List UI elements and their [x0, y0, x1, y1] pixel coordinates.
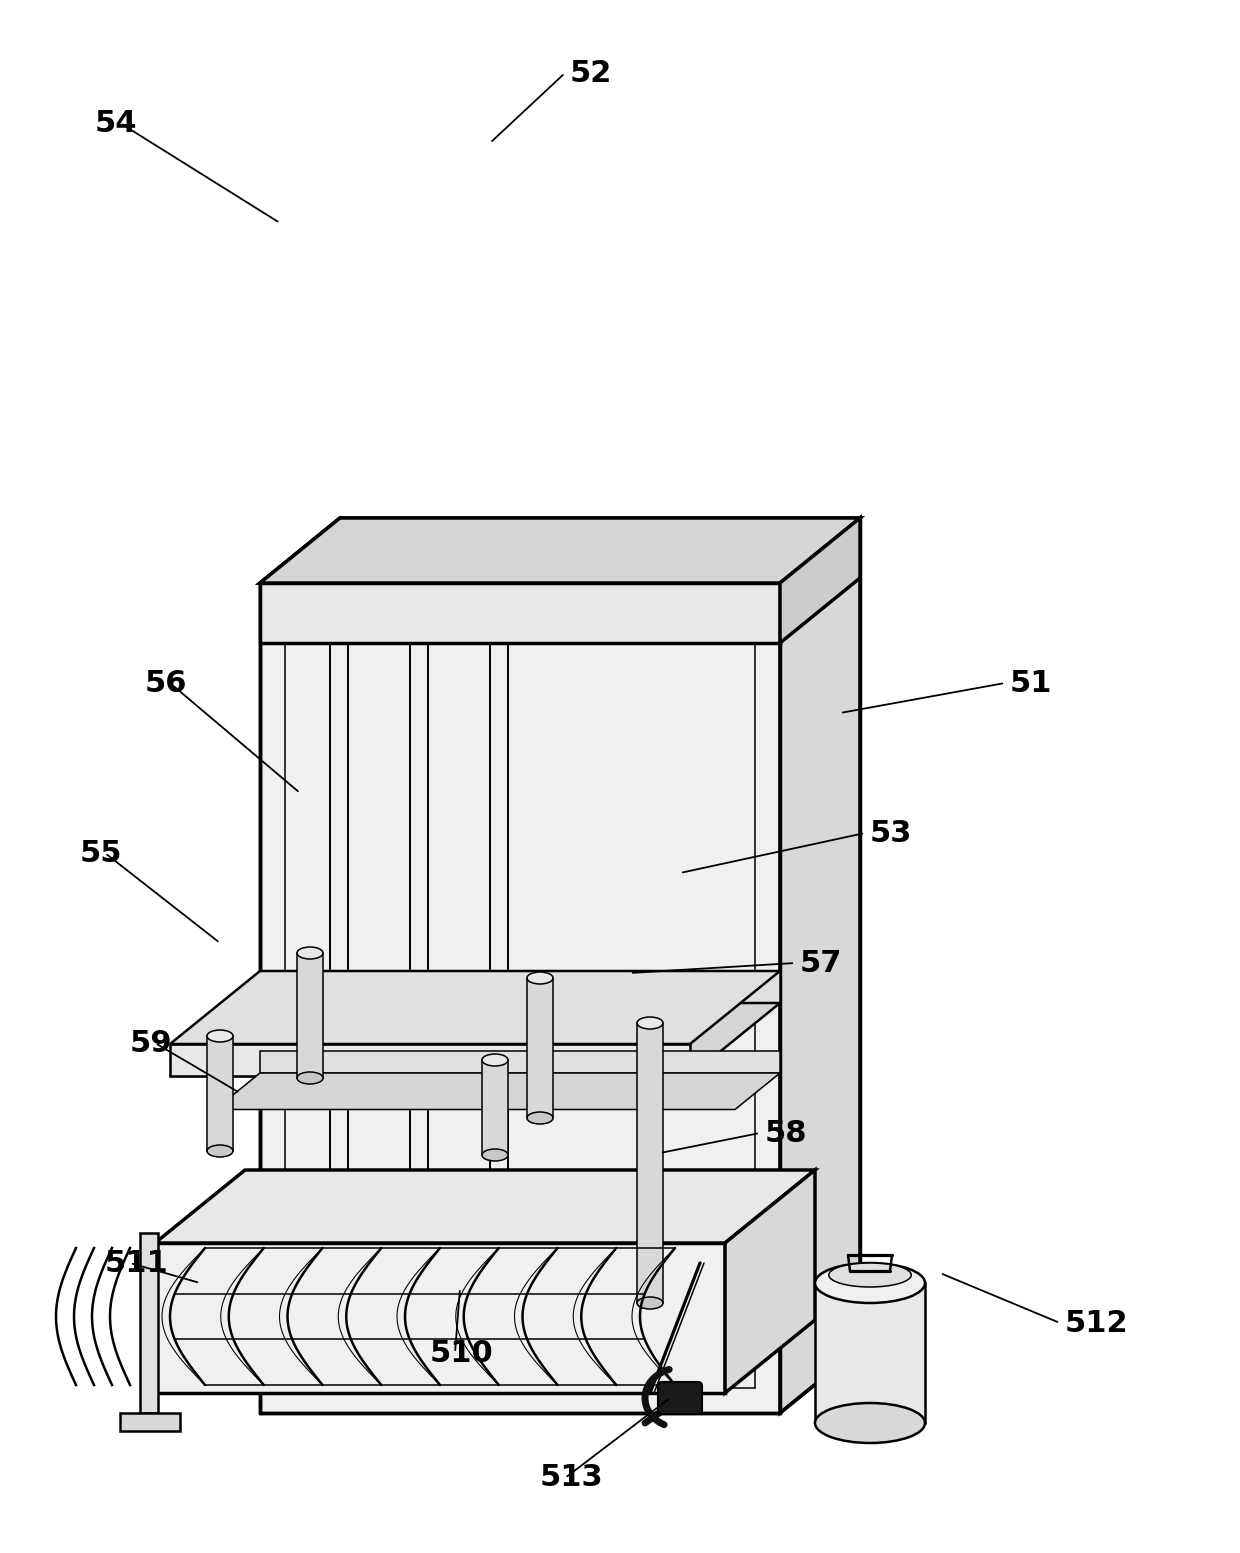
Polygon shape [120, 1413, 180, 1430]
Ellipse shape [637, 1297, 663, 1309]
Polygon shape [260, 582, 780, 643]
Polygon shape [170, 1003, 780, 1076]
Ellipse shape [207, 1145, 233, 1157]
Ellipse shape [298, 1072, 322, 1084]
Polygon shape [780, 519, 861, 1413]
Polygon shape [260, 582, 780, 1413]
Polygon shape [725, 1169, 815, 1393]
Text: 512: 512 [1065, 1309, 1128, 1337]
Polygon shape [170, 1044, 689, 1076]
Text: 56: 56 [145, 668, 187, 697]
Text: 58: 58 [765, 1118, 807, 1148]
Ellipse shape [482, 1054, 508, 1065]
Ellipse shape [828, 1263, 911, 1287]
Polygon shape [527, 978, 553, 1118]
Polygon shape [170, 971, 780, 1044]
Polygon shape [298, 954, 322, 1078]
Ellipse shape [482, 1149, 508, 1162]
Polygon shape [260, 1050, 780, 1073]
Ellipse shape [207, 1030, 233, 1042]
Text: 53: 53 [870, 818, 913, 848]
Polygon shape [780, 519, 861, 643]
Ellipse shape [815, 1402, 925, 1443]
Polygon shape [260, 971, 780, 1003]
Text: 51: 51 [1011, 668, 1053, 697]
Ellipse shape [527, 972, 553, 985]
Ellipse shape [527, 1112, 553, 1124]
Polygon shape [260, 519, 861, 582]
Polygon shape [260, 519, 861, 582]
Ellipse shape [298, 947, 322, 960]
FancyBboxPatch shape [658, 1382, 702, 1413]
Text: 55: 55 [81, 839, 123, 868]
Polygon shape [637, 1023, 663, 1303]
Text: 511: 511 [105, 1249, 169, 1278]
Text: 52: 52 [570, 59, 613, 87]
Ellipse shape [637, 1017, 663, 1030]
Text: 54: 54 [95, 109, 138, 138]
Polygon shape [155, 1242, 725, 1393]
Text: 57: 57 [800, 949, 842, 977]
Text: 59: 59 [130, 1028, 172, 1058]
Ellipse shape [815, 1263, 925, 1303]
Polygon shape [815, 1283, 925, 1423]
Text: 510: 510 [430, 1339, 494, 1368]
Polygon shape [155, 1169, 815, 1242]
Polygon shape [207, 1036, 233, 1151]
Polygon shape [482, 1061, 508, 1155]
Polygon shape [215, 1073, 780, 1109]
Polygon shape [140, 1233, 157, 1413]
Text: 513: 513 [539, 1463, 604, 1492]
